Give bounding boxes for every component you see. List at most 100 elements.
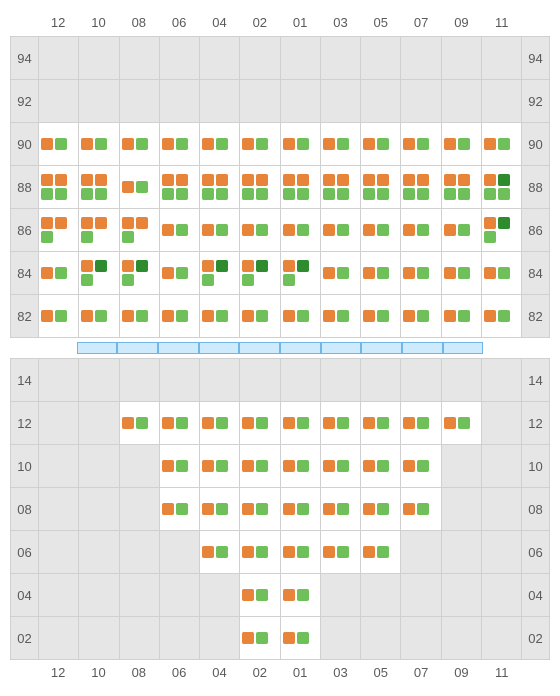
rack-cell[interactable] (160, 617, 200, 660)
rack-cell[interactable] (361, 166, 401, 209)
rack-cell[interactable] (160, 37, 200, 80)
rack-cell[interactable] (442, 488, 482, 531)
rack-cell[interactable] (120, 295, 160, 338)
rack-cell[interactable] (321, 209, 361, 252)
rack-cell[interactable] (39, 445, 79, 488)
rack-cell[interactable] (240, 531, 280, 574)
rack-cell[interactable] (482, 166, 522, 209)
rack-cell[interactable] (442, 80, 482, 123)
rack-cell[interactable] (361, 531, 401, 574)
rack-cell[interactable] (120, 209, 160, 252)
rack-cell[interactable] (39, 295, 79, 338)
rack-cell[interactable] (240, 37, 280, 80)
rack-cell[interactable] (281, 531, 321, 574)
rack-cell[interactable] (120, 166, 160, 209)
rack-cell[interactable] (281, 488, 321, 531)
rack-cell[interactable] (442, 445, 482, 488)
rack-cell[interactable] (200, 402, 240, 445)
rack-cell[interactable] (442, 402, 482, 445)
rack-cell[interactable] (79, 531, 119, 574)
rack-cell[interactable] (160, 574, 200, 617)
rack-cell[interactable] (200, 488, 240, 531)
rack-cell[interactable] (361, 402, 401, 445)
rack-cell[interactable] (240, 402, 280, 445)
rack-cell[interactable] (79, 617, 119, 660)
rack-cell[interactable] (281, 166, 321, 209)
rack-cell[interactable] (120, 123, 160, 166)
rack-cell[interactable] (160, 252, 200, 295)
rack-cell[interactable] (482, 295, 522, 338)
rack-cell[interactable] (160, 445, 200, 488)
rack-cell[interactable] (361, 445, 401, 488)
rack-cell[interactable] (482, 37, 522, 80)
rack-cell[interactable] (79, 123, 119, 166)
rack-cell[interactable] (200, 445, 240, 488)
rack-cell[interactable] (401, 617, 441, 660)
rack-cell[interactable] (240, 488, 280, 531)
rack-cell[interactable] (361, 574, 401, 617)
rack-cell[interactable] (200, 209, 240, 252)
rack-cell[interactable] (160, 402, 200, 445)
rack-cell[interactable] (79, 166, 119, 209)
rack-cell[interactable] (442, 252, 482, 295)
rack-cell[interactable] (160, 123, 200, 166)
rack-cell[interactable] (321, 402, 361, 445)
rack-cell[interactable] (321, 574, 361, 617)
rack-cell[interactable] (200, 295, 240, 338)
rack-cell[interactable] (281, 252, 321, 295)
rack-cell[interactable] (120, 445, 160, 488)
rack-cell[interactable] (240, 445, 280, 488)
rack-cell[interactable] (39, 123, 79, 166)
rack-cell[interactable] (39, 402, 79, 445)
rack-cell[interactable] (39, 209, 79, 252)
rack-cell[interactable] (482, 359, 522, 402)
rack-cell[interactable] (361, 209, 401, 252)
rack-cell[interactable] (200, 166, 240, 209)
rack-cell[interactable] (321, 359, 361, 402)
rack-cell[interactable] (240, 252, 280, 295)
rack-cell[interactable] (120, 531, 160, 574)
rack-cell[interactable] (120, 359, 160, 402)
rack-cell[interactable] (120, 402, 160, 445)
rack-cell[interactable] (482, 402, 522, 445)
rack-cell[interactable] (281, 359, 321, 402)
rack-cell[interactable] (321, 123, 361, 166)
rack-cell[interactable] (321, 166, 361, 209)
rack-cell[interactable] (442, 209, 482, 252)
rack-cell[interactable] (79, 37, 119, 80)
rack-cell[interactable] (281, 209, 321, 252)
rack-cell[interactable] (361, 359, 401, 402)
rack-cell[interactable] (200, 574, 240, 617)
rack-cell[interactable] (240, 209, 280, 252)
rack-cell[interactable] (361, 123, 401, 166)
rack-cell[interactable] (361, 617, 401, 660)
rack-cell[interactable] (321, 37, 361, 80)
rack-cell[interactable] (401, 574, 441, 617)
rack-cell[interactable] (39, 359, 79, 402)
rack-cell[interactable] (281, 445, 321, 488)
rack-cell[interactable] (361, 295, 401, 338)
rack-cell[interactable] (39, 252, 79, 295)
rack-cell[interactable] (321, 252, 361, 295)
rack-cell[interactable] (281, 574, 321, 617)
rack-cell[interactable] (281, 295, 321, 338)
rack-cell[interactable] (79, 359, 119, 402)
rack-cell[interactable] (361, 252, 401, 295)
rack-cell[interactable] (281, 37, 321, 80)
rack-cell[interactable] (200, 80, 240, 123)
rack-cell[interactable] (442, 123, 482, 166)
rack-cell[interactable] (361, 37, 401, 80)
rack-cell[interactable] (39, 80, 79, 123)
rack-cell[interactable] (482, 209, 522, 252)
rack-cell[interactable] (281, 123, 321, 166)
rack-cell[interactable] (240, 295, 280, 338)
rack-cell[interactable] (160, 531, 200, 574)
rack-cell[interactable] (401, 445, 441, 488)
rack-cell[interactable] (79, 488, 119, 531)
rack-cell[interactable] (160, 80, 200, 123)
rack-cell[interactable] (240, 617, 280, 660)
rack-cell[interactable] (401, 359, 441, 402)
rack-cell[interactable] (200, 123, 240, 166)
rack-cell[interactable] (79, 252, 119, 295)
rack-cell[interactable] (321, 617, 361, 660)
